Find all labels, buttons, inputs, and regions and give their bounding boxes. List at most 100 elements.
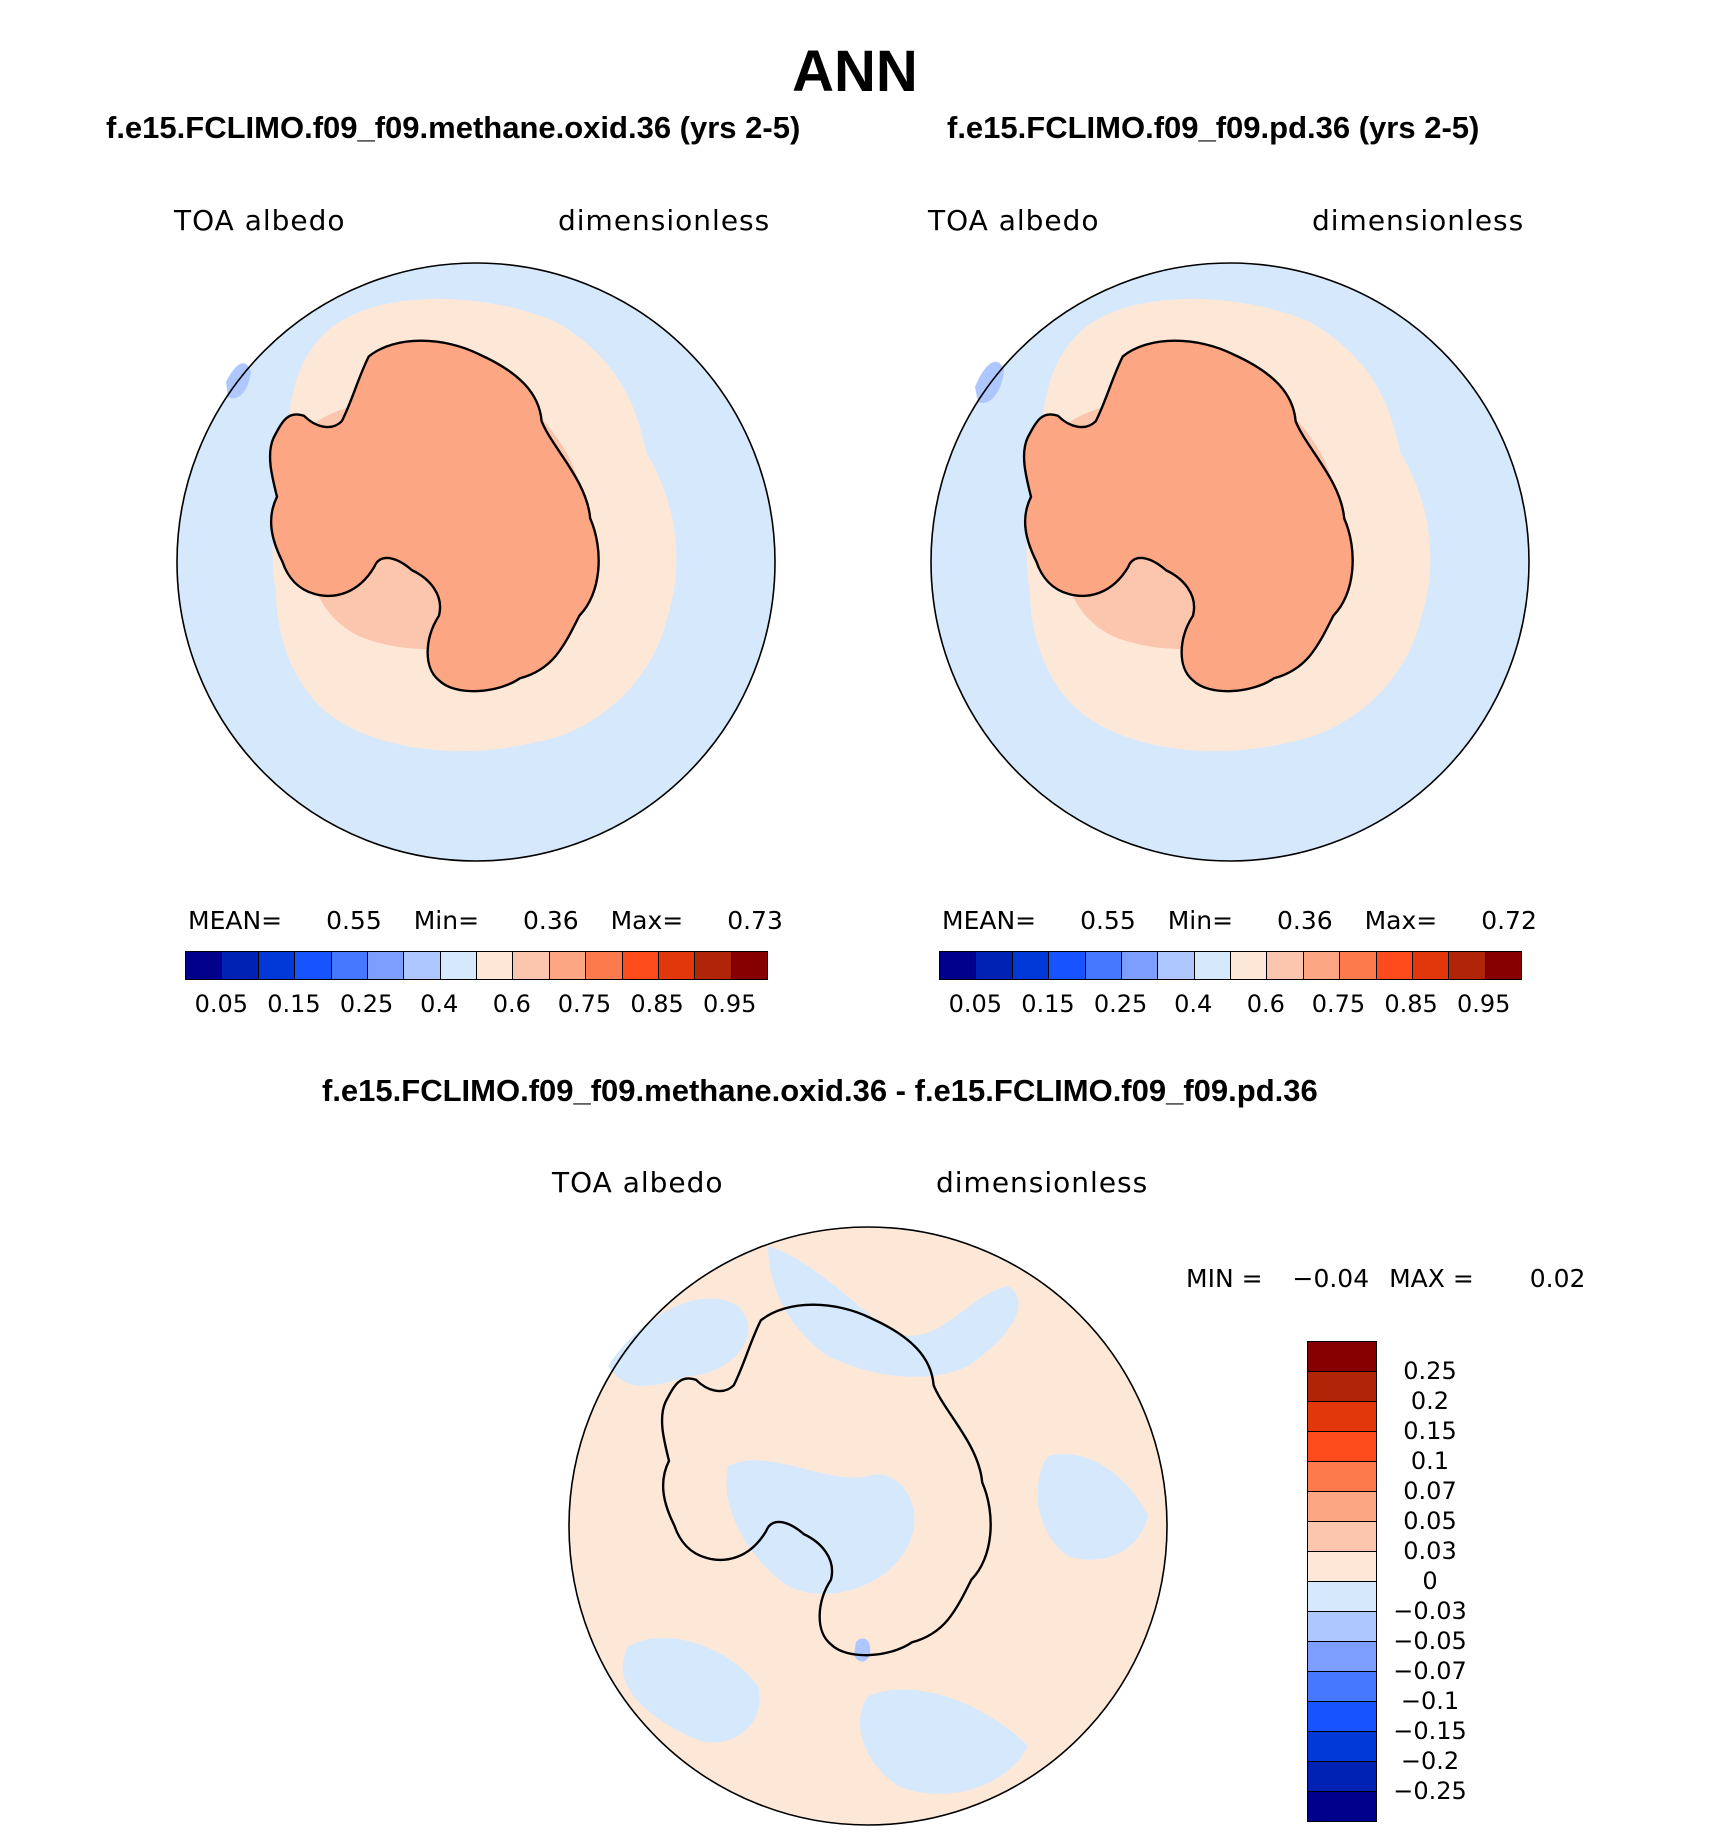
colorbar-swatch (1194, 952, 1231, 979)
colorbar-swatch (1308, 1552, 1376, 1582)
colorbar-swatch (404, 952, 441, 979)
colorbar-swatch (622, 952, 659, 979)
difference-variable-label: TOA albedo (552, 1166, 724, 1199)
colorbar-swatch (1158, 952, 1195, 979)
colorbar-swatch (1012, 952, 1050, 979)
colorbar-tick-label: −0.25 (1393, 1777, 1467, 1805)
colorbar-swatch (695, 952, 732, 979)
colorbar-tick-label: −0.03 (1393, 1597, 1467, 1625)
panel2-colorbar-ticks: 0.05 0.15 0.25 0.4 0.6 0.75 0.85 0.95 (939, 990, 1520, 1020)
colorbar-tick-label: −0.05 (1393, 1627, 1467, 1655)
panel1-max-value: 0.73 (727, 906, 783, 935)
colorbar-tick-label: 0.4 (420, 990, 459, 1018)
difference-max-value: 0.02 (1529, 1264, 1586, 1293)
colorbar-tick-label: −0.07 (1393, 1657, 1467, 1685)
panel1-units-label: dimensionless (558, 204, 771, 237)
colorbar-swatch (186, 952, 223, 979)
colorbar-swatch (1308, 1702, 1376, 1732)
colorbar-tick-label: 0.4 (1174, 990, 1213, 1018)
colorbar-tick-label: 0.2 (1410, 1387, 1450, 1415)
colorbar-swatch (513, 952, 550, 979)
colorbar-tick-label: 0.25 (339, 990, 394, 1018)
panel1-mean-value: 0.55 (326, 906, 382, 935)
panel2-stats: MEAN= 0.55 Min= 0.36 Max= 0.72 (942, 906, 1537, 935)
colorbar-swatch (1376, 952, 1413, 979)
difference-min-value: −0.04 (1292, 1264, 1370, 1293)
colorbar-swatch (477, 952, 514, 979)
colorbar-tick-label: 0.05 (1403, 1507, 1457, 1535)
colorbar-swatch (1267, 952, 1304, 979)
colorbar-tick-label: −0.15 (1393, 1717, 1467, 1745)
colorbar-swatch (1308, 1762, 1376, 1792)
colorbar-tick-label: 0.15 (1403, 1417, 1457, 1445)
difference-polar-map (568, 1226, 1168, 1826)
page-title: ANN (792, 39, 918, 104)
panel2-units-label: dimensionless (1312, 204, 1525, 237)
colorbar-tick-label: 0.1 (1410, 1447, 1450, 1475)
colorbar-swatch (1412, 952, 1450, 979)
colorbar-tick-label: 0.05 (948, 990, 1003, 1018)
panel2-title: f.e15.FCLIMO.f09_f09.pd.36 (yrs 2-5) (947, 110, 1480, 145)
colorbar-tick-label: 0.85 (630, 990, 684, 1018)
colorbar-swatch (1303, 952, 1341, 979)
difference-negative-region-6 (859, 1689, 1028, 1794)
colorbar-swatch (1308, 1432, 1376, 1462)
colorbar-swatch (440, 952, 477, 979)
difference-stats: MIN = −0.04 MAX = 0.02 (1186, 1264, 1585, 1293)
panel1-stats: MEAN= 0.55 Min= 0.36 Max= 0.73 (188, 906, 783, 935)
colorbar-swatch (1308, 1582, 1376, 1612)
colorbar-tick-label: 0.25 (1403, 1357, 1457, 1385)
difference-negative-region-3 (726, 1460, 915, 1594)
difference-colorbar (1307, 1341, 1377, 1822)
colorbar-swatch (258, 952, 296, 979)
colorbar-tick-label: −0.1 (1400, 1687, 1460, 1715)
colorbar-tick-label: 0.85 (1384, 990, 1438, 1018)
colorbar-swatch (731, 952, 767, 979)
panel1-mean-label: MEAN= (188, 906, 283, 935)
colorbar-tick-label: 0.05 (194, 990, 249, 1018)
colorbar-tick-label: 0.07 (1403, 1477, 1457, 1505)
colorbar-tick-label: 0.15 (1021, 990, 1075, 1018)
difference-low-patch (854, 1638, 871, 1662)
difference-negative-region (608, 1298, 749, 1386)
colorbar-swatch (1308, 1492, 1376, 1522)
colorbar-swatch (1308, 1522, 1376, 1552)
colorbar-swatch (1308, 1642, 1376, 1672)
difference-max-label: MAX = (1389, 1264, 1474, 1293)
panel1-min-value: 0.36 (522, 906, 579, 935)
panel2-min-value: 0.36 (1276, 906, 1333, 935)
colorbar-swatch (1308, 1612, 1376, 1642)
panel2-mean-value: 0.55 (1080, 906, 1136, 935)
panel2-mean-label: MEAN= (942, 906, 1037, 935)
panel2-low-albedo-patch (975, 361, 1004, 403)
colorbar-swatch (331, 952, 368, 979)
colorbar-swatch (1085, 952, 1122, 979)
panel1-colorbar-ticks: 0.05 0.15 0.25 0.4 0.6 0.75 0.85 0.95 (185, 990, 766, 1020)
panel2-polar-map (930, 262, 1530, 862)
panel2-map-border (930, 262, 1530, 862)
panel1-map-border (176, 262, 776, 862)
colorbar-tick-label: 0 (1422, 1567, 1438, 1595)
difference-negative-region-5 (622, 1638, 760, 1743)
colorbar-swatch (1449, 952, 1486, 979)
panel2-variable-label: TOA albedo (928, 204, 1100, 237)
panel1-title: f.e15.FCLIMO.f09_f09.methane.oxid.36 (yr… (106, 110, 801, 145)
colorbar-tick-label: 0.95 (1456, 990, 1511, 1018)
panel1-colorbar (185, 951, 768, 980)
colorbar-swatch (1485, 952, 1521, 979)
colorbar-swatch (1308, 1732, 1376, 1762)
panel1-max-label: Max= (610, 906, 684, 935)
colorbar-tick-label: 0.6 (492, 990, 531, 1018)
panel2-max-value: 0.72 (1481, 906, 1537, 935)
panel2-max-label: Max= (1364, 906, 1438, 935)
colorbar-swatch (222, 952, 259, 979)
difference-negative-region-2 (768, 1246, 1019, 1377)
difference-map-border (568, 1226, 1168, 1826)
colorbar-swatch (1121, 952, 1159, 979)
panel1-variable-label: TOA albedo (174, 204, 346, 237)
colorbar-swatch (940, 952, 977, 979)
colorbar-swatch (1308, 1672, 1376, 1702)
colorbar-tick-label: 0.15 (267, 990, 321, 1018)
colorbar-swatch (367, 952, 405, 979)
difference-min-label: MIN = (1186, 1264, 1263, 1293)
